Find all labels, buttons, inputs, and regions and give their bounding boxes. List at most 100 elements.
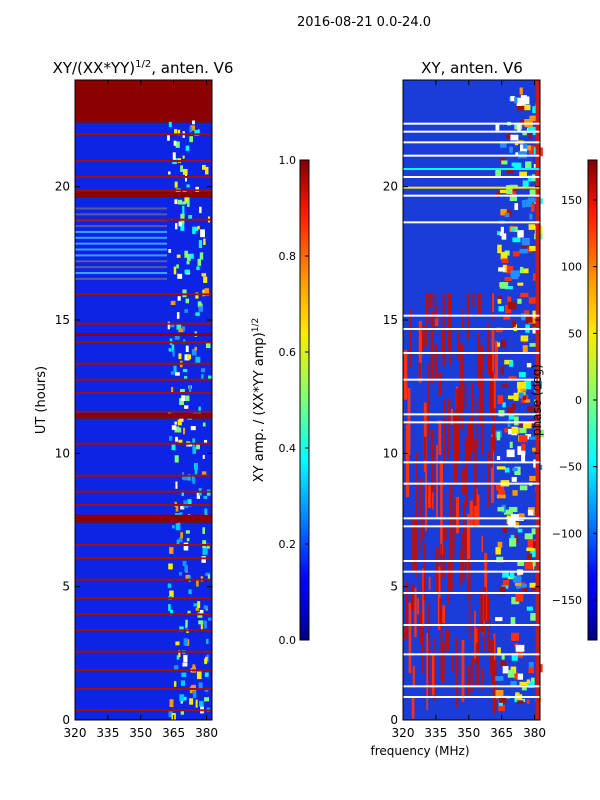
right-heatmap-cell [522, 131, 527, 136]
left-heatmap-cell [201, 368, 206, 373]
right-heatmap-streak [439, 460, 443, 485]
right-heatmap-streak [456, 388, 460, 465]
right-heatmap-cell [514, 96, 518, 104]
right-heatmap-cell [498, 410, 505, 417]
left-colorbar-label: XY amp. / (XX*YY amp)1/2 [251, 318, 267, 482]
left-heatmap-cell [185, 298, 190, 304]
right-heatmap-streak [428, 363, 430, 437]
right-heatmap-cell [509, 360, 514, 367]
right-heatmap-cell [512, 490, 518, 496]
right-heatmap-streak [434, 638, 436, 701]
left-heatmap-cell [169, 547, 174, 554]
right-heatmap-streak [466, 514, 471, 582]
right-heatmap-cell [500, 366, 505, 375]
right-heatmap-streak [482, 593, 485, 636]
right-heatmap-streak [467, 666, 471, 695]
right-heatmap-cell [502, 402, 506, 408]
left-heatmap-cell [192, 446, 196, 454]
right-ytick-label: 5 [390, 580, 398, 594]
left-heatmap-stripe [75, 248, 168, 251]
left-heatmap-flag-line [75, 504, 212, 506]
right-heatmap-cell [507, 407, 515, 417]
right-heatmap-cell [521, 243, 530, 248]
left-heatmap-cell [192, 690, 197, 699]
left-heatmap-cell [167, 583, 172, 588]
right-heatmap-cell [521, 454, 526, 463]
right-heatmap-streak [478, 293, 481, 316]
left-heatmap-flag-line [75, 218, 212, 221]
right-heatmap-cell [511, 632, 519, 641]
right-heatmap-cell [515, 593, 524, 602]
right-heatmap-streak [443, 526, 447, 541]
left-heatmap-cell [205, 572, 211, 576]
right-heatmap-streak [484, 587, 487, 621]
right-heatmap-streak [417, 598, 419, 615]
left-heatmap-cell [169, 323, 175, 328]
left-heatmap-cell [170, 609, 173, 616]
left-heatmap-cell [202, 454, 205, 459]
right-heatmap-cell [498, 306, 504, 312]
right-heatmap-cell [498, 697, 507, 703]
right-heatmap-cell [499, 189, 508, 194]
left-heatmap-cell [204, 672, 209, 677]
left-heatmap-flag-line [75, 176, 212, 178]
left-heatmap-cell [184, 250, 189, 258]
right-heatmap-streak [476, 627, 480, 688]
right-heatmap-streak [440, 610, 443, 680]
right-heatmap-cell [513, 576, 522, 583]
right-heatmap-cell [527, 539, 537, 549]
right-heatmap-cell [524, 560, 534, 570]
right-heatmap-streak [468, 576, 471, 640]
left-heatmap-cell [182, 427, 186, 435]
right-heatmap-cell [522, 200, 526, 208]
right-xtick-label: 380 [523, 726, 546, 740]
left-heatmap-cell [192, 438, 196, 447]
right-heatmap-streak [462, 373, 465, 399]
right-heatmap-cell [516, 584, 521, 589]
right-heatmap-cell [509, 441, 513, 449]
right-heatmap-streak [477, 332, 480, 387]
left-ytick-label: 20 [55, 180, 70, 194]
left-heatmap-cell [195, 312, 200, 316]
right-heatmap-streak [445, 629, 450, 651]
right-heatmap-streak [476, 494, 480, 526]
right-heatmap-flag-line [403, 482, 540, 485]
right-heatmap-cell [532, 106, 538, 114]
left-heatmap-cell [170, 371, 175, 375]
right-heatmap-cell [521, 583, 527, 588]
right-xtick-label: 335 [424, 726, 447, 740]
left-heatmap-cell [184, 405, 189, 409]
right-heatmap-cell [501, 233, 507, 240]
right-heatmap-cell [499, 586, 506, 595]
left-ytick-label: 5 [62, 580, 70, 594]
right-heatmap-cell [501, 258, 509, 263]
right-ytick-label: 10 [383, 446, 398, 460]
left-yticks: 0 5 10 15 20 [55, 180, 212, 727]
right-heatmap-cell [496, 231, 501, 236]
right-heatmap-streak [418, 362, 422, 378]
left-heatmap-flag-line [75, 474, 212, 477]
right-heatmap-cell [495, 484, 505, 491]
left-heatmap-stripe [75, 254, 168, 257]
left-heatmap-flag-line [75, 709, 212, 712]
left-heatmap-cell [190, 253, 194, 259]
right-heatmap-cell [511, 427, 519, 434]
left-heatmap-cell [182, 168, 188, 175]
left-heatmap-cell [189, 136, 193, 143]
right-heatmap-cell [508, 518, 516, 527]
left-heatmap-cell [193, 462, 198, 470]
left-heatmap-cell [204, 697, 210, 702]
right-heatmap-cell [529, 189, 536, 197]
right-heatmap-cell [497, 395, 504, 404]
right-heatmap-cell [514, 203, 519, 211]
right-heatmap-streak [462, 307, 464, 331]
left-heatmap-cell [202, 289, 205, 297]
right-heatmap-cell [529, 213, 533, 220]
left-heatmap-cell [194, 346, 197, 351]
right-heatmap-streak [428, 293, 433, 308]
right-heatmap-cell [509, 146, 513, 153]
left-heatmap-stripe [75, 213, 168, 216]
right-heatmap-cell [525, 314, 533, 323]
right-heatmap-cell [527, 681, 535, 688]
right-heatmap-cell [502, 528, 508, 533]
